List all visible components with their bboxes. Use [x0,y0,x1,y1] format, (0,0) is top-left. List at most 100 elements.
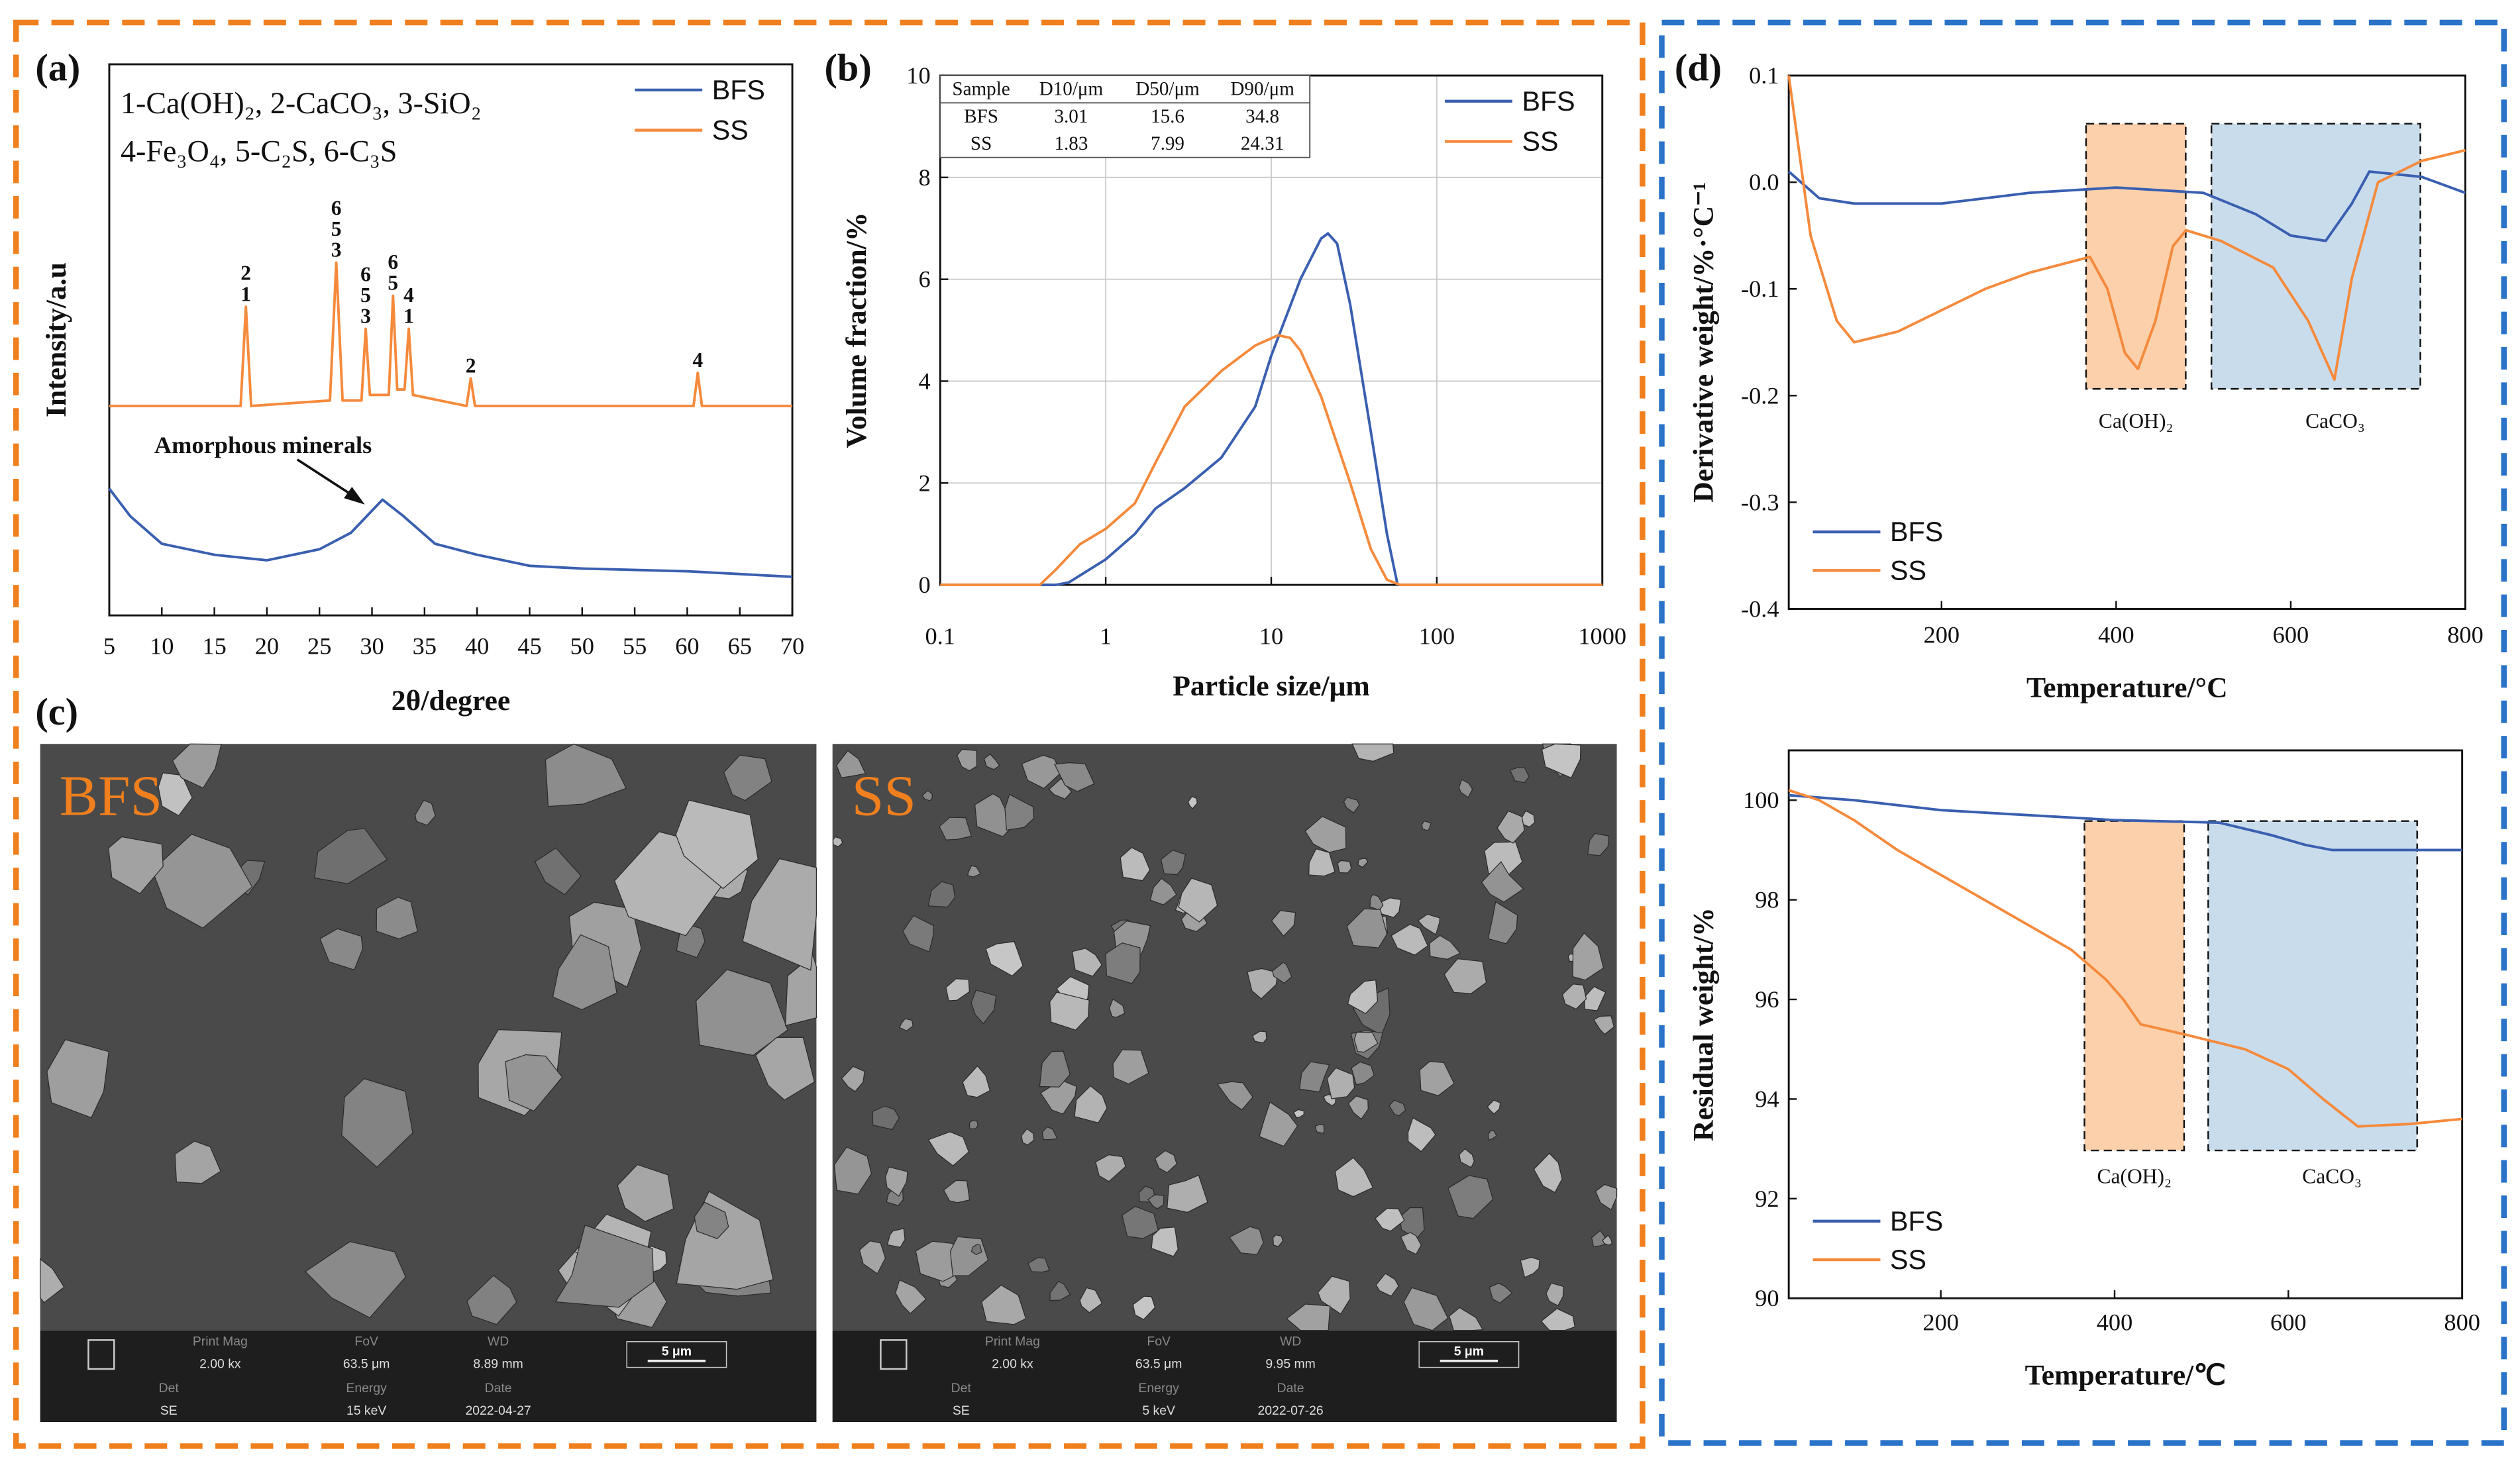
table-cell: Sample [952,79,1010,100]
particle [1049,1280,1071,1301]
particle [1346,908,1388,948]
particle [1602,1235,1613,1246]
scale-bar-label: 5 μm [1454,1344,1484,1358]
particle [1079,1287,1103,1313]
info-key: Print Mag [193,1335,248,1349]
particle [1546,1282,1564,1307]
info-key: WD [488,1335,509,1349]
particle [1481,861,1524,903]
info-key: Print Mag [985,1335,1040,1349]
particle [1351,743,1394,762]
info-value: SE [953,1403,970,1418]
x-tick-label: 100 [1419,623,1455,650]
info-value: 8.89 mm [473,1357,523,1372]
particle [1391,924,1429,956]
peak-label: 5 [388,272,398,295]
plot-frame [1787,74,2466,610]
info-value: 5 keV [1142,1403,1175,1418]
annotation-arrow [296,458,358,499]
legend-label: BFS [1890,517,1943,547]
legend-label: BFS [712,75,765,105]
particle [1314,1124,1325,1135]
particle [46,1038,109,1119]
peak-label: 4 [403,283,414,307]
particle [1039,1050,1071,1088]
info-value: 2022-07-26 [1257,1403,1323,1418]
particle [723,754,772,801]
particle [694,1201,729,1239]
y-tick-label: 90 [1755,1285,1779,1311]
arrow-head [344,487,365,505]
particle [832,836,843,847]
particle [675,799,759,889]
x-tick-label: 400 [2097,1309,2133,1336]
particle [1160,849,1186,876]
table-cell: 34.8 [1245,106,1279,127]
particle [983,753,1000,770]
x-tick-label: 20 [255,632,279,659]
x-tick-label: 45 [517,632,541,659]
x-tick-label: 800 [2447,621,2484,648]
region-box [2083,820,2185,1152]
y-axis-label: Volume fraction/% [841,213,872,448]
particle [1334,1157,1374,1197]
peak-label: 6 [331,197,342,220]
particle [859,1240,886,1275]
particle [1021,1128,1035,1146]
table-frame [939,75,1311,158]
x-tick-label: 55 [623,632,647,659]
particle [1458,779,1473,798]
y-tick-label: 6 [918,266,930,293]
table-cell: 7.99 [1151,133,1184,154]
info-key: Det [159,1381,180,1395]
particle [833,1146,872,1195]
table-cell: D90/μm [1230,79,1294,100]
particle [1591,1229,1608,1247]
particle [1308,848,1336,877]
table-cell: 15.6 [1151,106,1184,127]
y-tick-label: 0.1 [1749,62,1779,89]
particle [1400,1232,1422,1255]
x-tick-label: 25 [307,632,331,659]
particle [895,1279,927,1315]
series-line [1788,789,2462,1128]
peak-label: 2 [240,262,251,285]
table-cell: D50/μm [1135,79,1200,100]
y-tick-label: -0.4 [1741,595,1779,622]
particle [1027,1256,1050,1273]
y-axis-label: Residual weight/% [1688,907,1720,1141]
particle [552,934,617,1011]
peak-label: 4 [692,348,703,372]
y-tick-label: 92 [1755,1186,1779,1212]
particle [943,1180,971,1203]
table-cell: 1.83 [1054,133,1088,154]
particle [927,881,956,908]
info-key: Energy [346,1381,387,1395]
info-key: Energy [1138,1381,1179,1395]
y-tick-label: 94 [1755,1086,1779,1112]
particle [981,1284,1027,1325]
particle [939,817,972,840]
particle [1347,1095,1369,1120]
particle [1122,1205,1159,1239]
particle [885,1166,908,1197]
x-tick-label: 50 [570,632,594,659]
y-tick-label: -0.2 [1741,382,1779,409]
particle [1407,1117,1436,1152]
particle [1509,767,1530,784]
particle [1109,998,1126,1018]
particle [1154,1150,1178,1174]
particle [1595,1184,1618,1211]
x-tick-label: 10 [1259,623,1283,650]
x-tick-label: 65 [728,632,752,659]
particle [1489,1282,1513,1304]
legend-label: BFS [1522,86,1575,117]
particle [1421,821,1432,832]
x-tick-label: 70 [780,632,804,659]
region-label: Ca(OH)₂ [2099,409,2174,432]
particle [415,799,436,826]
info-value: 2022-04-27 [465,1403,531,1418]
particle [1151,1227,1179,1257]
particle [1593,1015,1615,1035]
